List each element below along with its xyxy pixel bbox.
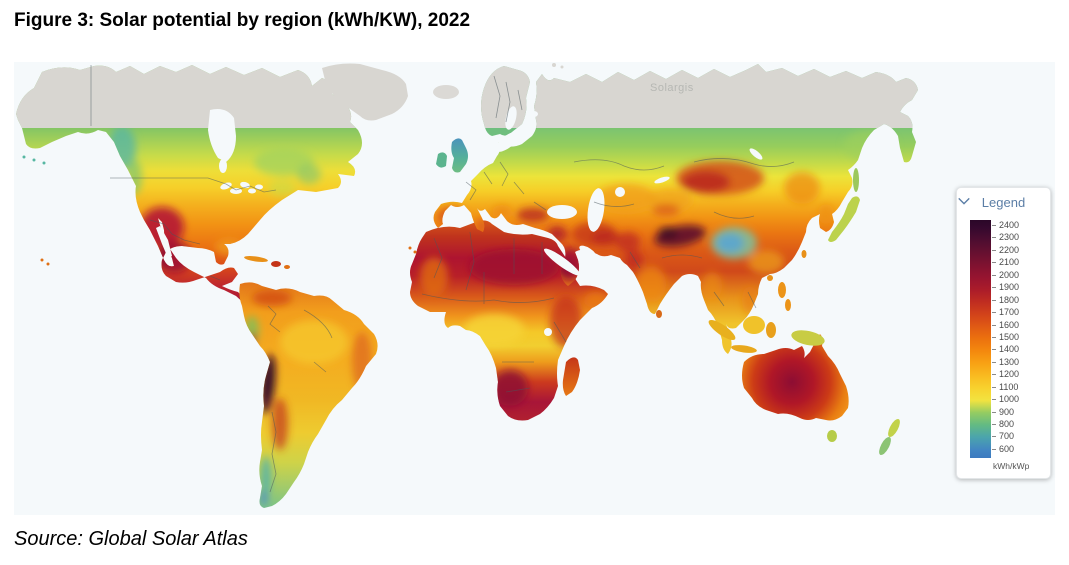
legend-tick: 700 bbox=[992, 432, 1042, 441]
inland-seas bbox=[156, 106, 763, 336]
legend-ticks: 2400 2300 2200 2100 2000 1900 1800 1700 1600 1500… bbox=[992, 217, 1042, 458]
legend-tick: 1200 bbox=[992, 370, 1042, 379]
legend-colorbar bbox=[970, 220, 991, 458]
world-map-svg bbox=[14, 62, 1055, 515]
continents bbox=[16, 64, 918, 508]
iceland bbox=[433, 85, 459, 99]
legend-tick: 2400 bbox=[992, 221, 1042, 230]
legend-tick: 2100 bbox=[992, 258, 1042, 267]
legend-tick: 1700 bbox=[992, 308, 1042, 317]
legend-tick: 2200 bbox=[992, 245, 1042, 255]
legend-tick: 1400 bbox=[992, 345, 1042, 354]
source-caption: Source: Global Solar Atlas bbox=[14, 528, 248, 550]
legend-panel: Legend 2400 2300 2200 2100 2000 1900 1800 1700 1… bbox=[956, 187, 1051, 479]
legend-tick: 1300 bbox=[992, 357, 1042, 367]
legend-tick: 900 bbox=[992, 407, 1042, 417]
legend-tick: 1900 bbox=[992, 283, 1042, 292]
solargis-watermark: Solargis bbox=[650, 82, 694, 94]
country-borders bbox=[90, 65, 795, 493]
legend-header[interactable]: Legend bbox=[957, 195, 1050, 210]
chevron-down-icon[interactable] bbox=[957, 195, 971, 207]
legend-tick: 1000 bbox=[992, 395, 1042, 404]
legend-unit-label: kWh/kWp bbox=[993, 461, 1030, 471]
world-map: Solargis Legend 2400 2300 2200 2100 2000 1900… bbox=[14, 62, 1055, 515]
greenland bbox=[322, 63, 408, 121]
legend-tick: 2000 bbox=[992, 270, 1042, 280]
legend-tick: 2300 bbox=[992, 233, 1042, 242]
figure-title: Figure 3: Solar potential by region (kWh… bbox=[14, 10, 471, 31]
hotspots-south-america bbox=[240, 290, 372, 506]
legend-tick: 600 bbox=[992, 444, 1042, 454]
legend-tick: 1100 bbox=[992, 382, 1042, 392]
legend-title: Legend bbox=[981, 195, 1026, 210]
legend-tick: 1500 bbox=[992, 332, 1042, 342]
legend-tick: 800 bbox=[992, 420, 1042, 429]
legend-tick: 1800 bbox=[992, 295, 1042, 305]
legend-tick: 1600 bbox=[992, 320, 1042, 330]
